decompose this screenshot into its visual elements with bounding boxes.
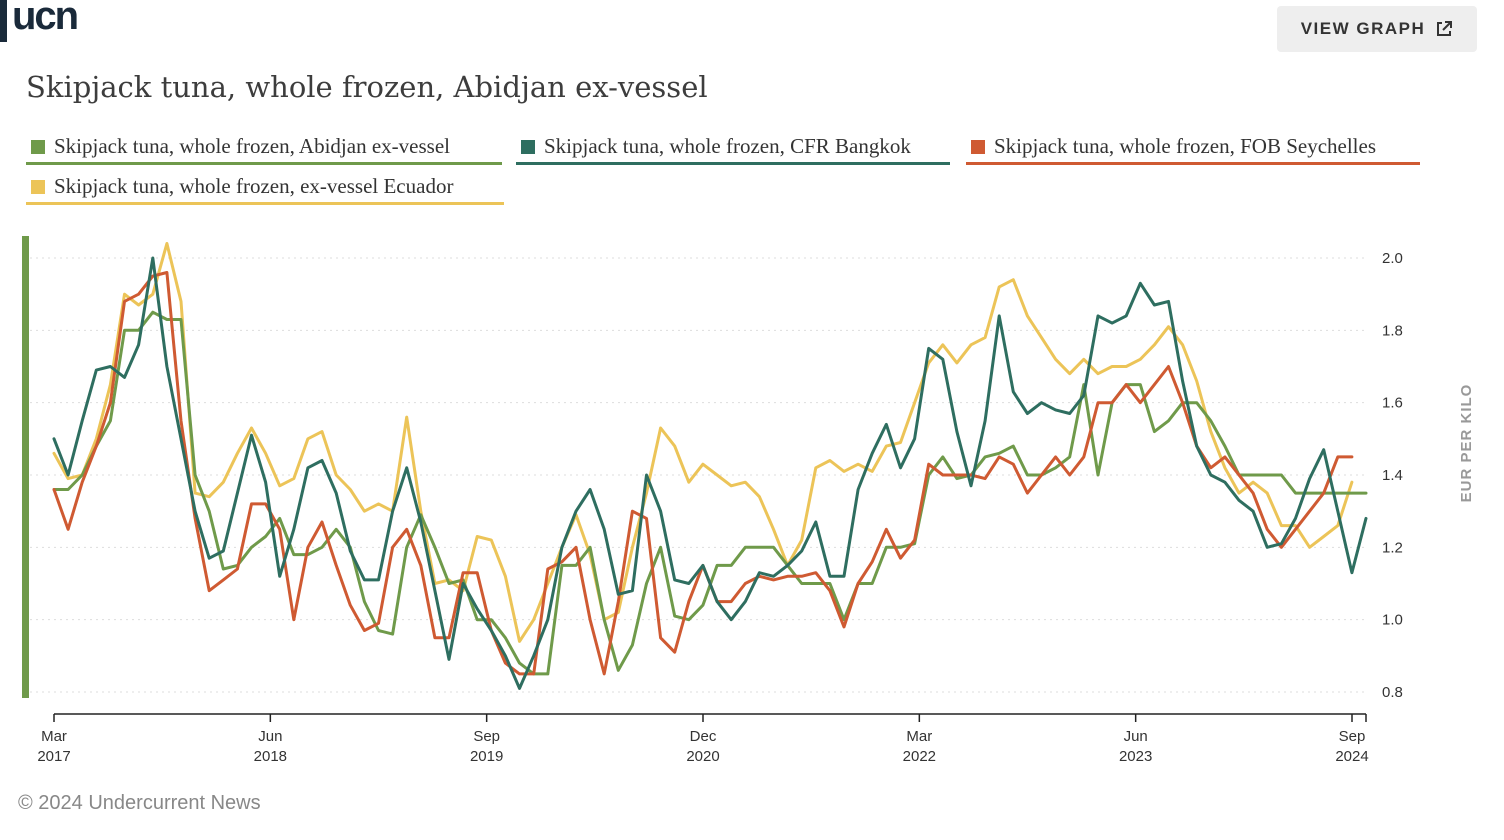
- copyright-text: © 2024 Undercurrent News: [18, 792, 261, 814]
- x-tick-year: 2019: [470, 748, 503, 765]
- legend-underline-abidjan: [26, 162, 502, 165]
- legend-item-seychelles[interactable]: Skipjack tuna, whole frozen, FOB Seychel…: [966, 130, 1420, 165]
- y-tick-label: 1.0: [1382, 612, 1403, 629]
- legend-label-ecuador: Skipjack tuna, whole frozen, ex-vessel E…: [54, 174, 454, 198]
- x-tick-year: 2020: [686, 748, 719, 765]
- legend-underline-seychelles: [966, 162, 1420, 165]
- series-line-seychelles[interactable]: [52, 271, 1354, 676]
- y-axis-label: EUR PER KILO: [1458, 384, 1475, 503]
- legend-item-ecuador[interactable]: Skipjack tuna, whole frozen, ex-vessel E…: [26, 170, 505, 205]
- y-tick-label: 1.8: [1382, 322, 1403, 339]
- x-tick-month: Jun: [1124, 728, 1148, 745]
- chart-title: Skipjack tuna, whole frozen, Abidjan ex-…: [26, 70, 708, 104]
- x-tick-month: Dec: [690, 728, 717, 745]
- y-tick-label: 1.2: [1382, 539, 1403, 556]
- legend-swatch-bangkok: [521, 139, 535, 154]
- y-tick-label: 1.6: [1382, 395, 1403, 412]
- y-tick-label: 2.0: [1382, 250, 1403, 267]
- x-tick-year: 2018: [254, 748, 287, 765]
- external-share-icon: [1437, 21, 1453, 36]
- x-tick-month: Mar: [906, 728, 932, 745]
- x-tick-year: 2024: [1335, 748, 1368, 765]
- x-tick-month: Jun: [258, 728, 282, 745]
- legend-item-bangkok[interactable]: Skipjack tuna, whole frozen, CFR Bangkok: [516, 130, 950, 165]
- line-chart: 0.8 1.0 1.2 1.4 1.6 1.8 2.0 Mar 2017 Jun 2018 Sep 20…: [22, 236, 1475, 765]
- legend-swatch-ecuador: [31, 179, 45, 194]
- view-graph-label: VIEW GRAPH: [1300, 19, 1426, 38]
- legend-swatch-seychelles: [971, 139, 985, 154]
- logo-accent-bar: [0, 0, 7, 42]
- legend-swatch-abidjan: [31, 139, 45, 154]
- x-tick-year: 2023: [1119, 748, 1152, 765]
- legend-label-seychelles: Skipjack tuna, whole frozen, FOB Seychel…: [994, 134, 1376, 158]
- x-tick-month: Sep: [1339, 728, 1366, 745]
- brand-logo[interactable]: ucn: [12, 0, 79, 38]
- legend-underline-ecuador: [26, 202, 504, 205]
- legend-label-abidjan: Skipjack tuna, whole frozen, Abidjan ex-…: [54, 134, 450, 158]
- view-graph-button[interactable]: VIEW GRAPH: [1277, 6, 1477, 52]
- x-tick-year: 2017: [37, 748, 70, 765]
- x-tick-month: Sep: [473, 728, 500, 745]
- y-tick-label: 0.8: [1382, 684, 1403, 701]
- range-indicator-bar[interactable]: [22, 236, 29, 698]
- series-line-ecuador[interactable]: [52, 242, 1354, 643]
- series-line-bangkok[interactable]: [52, 256, 1368, 690]
- legend-item-abidjan[interactable]: Skipjack tuna, whole frozen, Abidjan ex-…: [26, 130, 505, 165]
- x-tick-month: Mar: [41, 728, 67, 745]
- legend-underline-bangkok: [516, 162, 950, 165]
- x-tick-year: 2022: [903, 748, 936, 765]
- y-tick-label: 1.4: [1382, 467, 1403, 484]
- legend-label-bangkok: Skipjack tuna, whole frozen, CFR Bangkok: [544, 134, 911, 158]
